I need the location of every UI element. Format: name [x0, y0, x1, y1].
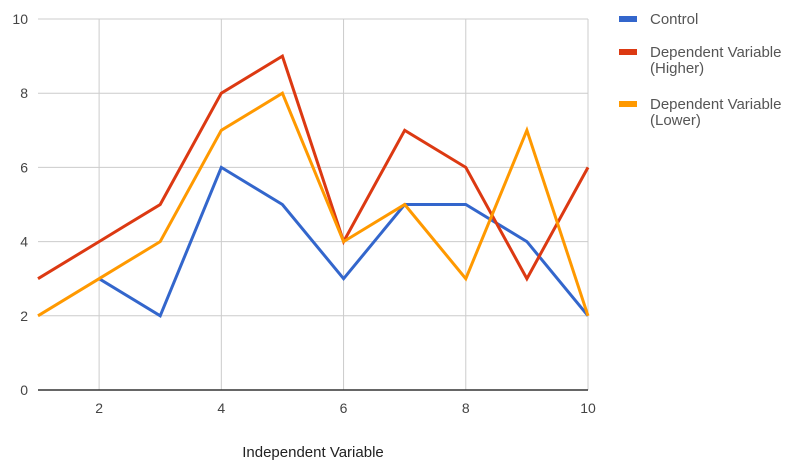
x-tick-label: 6	[340, 400, 348, 416]
series-line-2	[37, 91, 590, 318]
y-tick-label: 0	[20, 382, 28, 398]
y-tick-label: 10	[12, 11, 28, 27]
legend-swatch	[619, 101, 637, 107]
legend-swatch	[619, 49, 637, 55]
series-lines	[37, 53, 590, 318]
series-line-0	[98, 165, 590, 318]
series-line-1	[37, 53, 590, 282]
legend-label: Dependent Variable	[650, 96, 781, 113]
legend-label: (Higher)	[650, 60, 704, 77]
x-tick-label: 2	[95, 400, 103, 416]
y-tick-label: 6	[20, 159, 28, 175]
axes: 0 2 4 6 8 10 2 4 6 8 10	[12, 11, 596, 416]
legend-swatch	[619, 16, 637, 22]
legend-label: Dependent Variable	[650, 44, 781, 61]
y-tick-label: 2	[20, 308, 28, 324]
x-tick-label: 4	[217, 400, 225, 416]
y-tick-label: 8	[20, 85, 28, 101]
grid	[38, 18, 589, 390]
x-axis-title: Independent Variable	[242, 444, 384, 461]
x-tick-label: 8	[462, 400, 470, 416]
legend-label: Control	[650, 11, 698, 28]
legend-label: (Lower)	[650, 112, 701, 129]
y-tick-label: 4	[20, 234, 28, 250]
x-tick-label: 10	[580, 400, 596, 416]
